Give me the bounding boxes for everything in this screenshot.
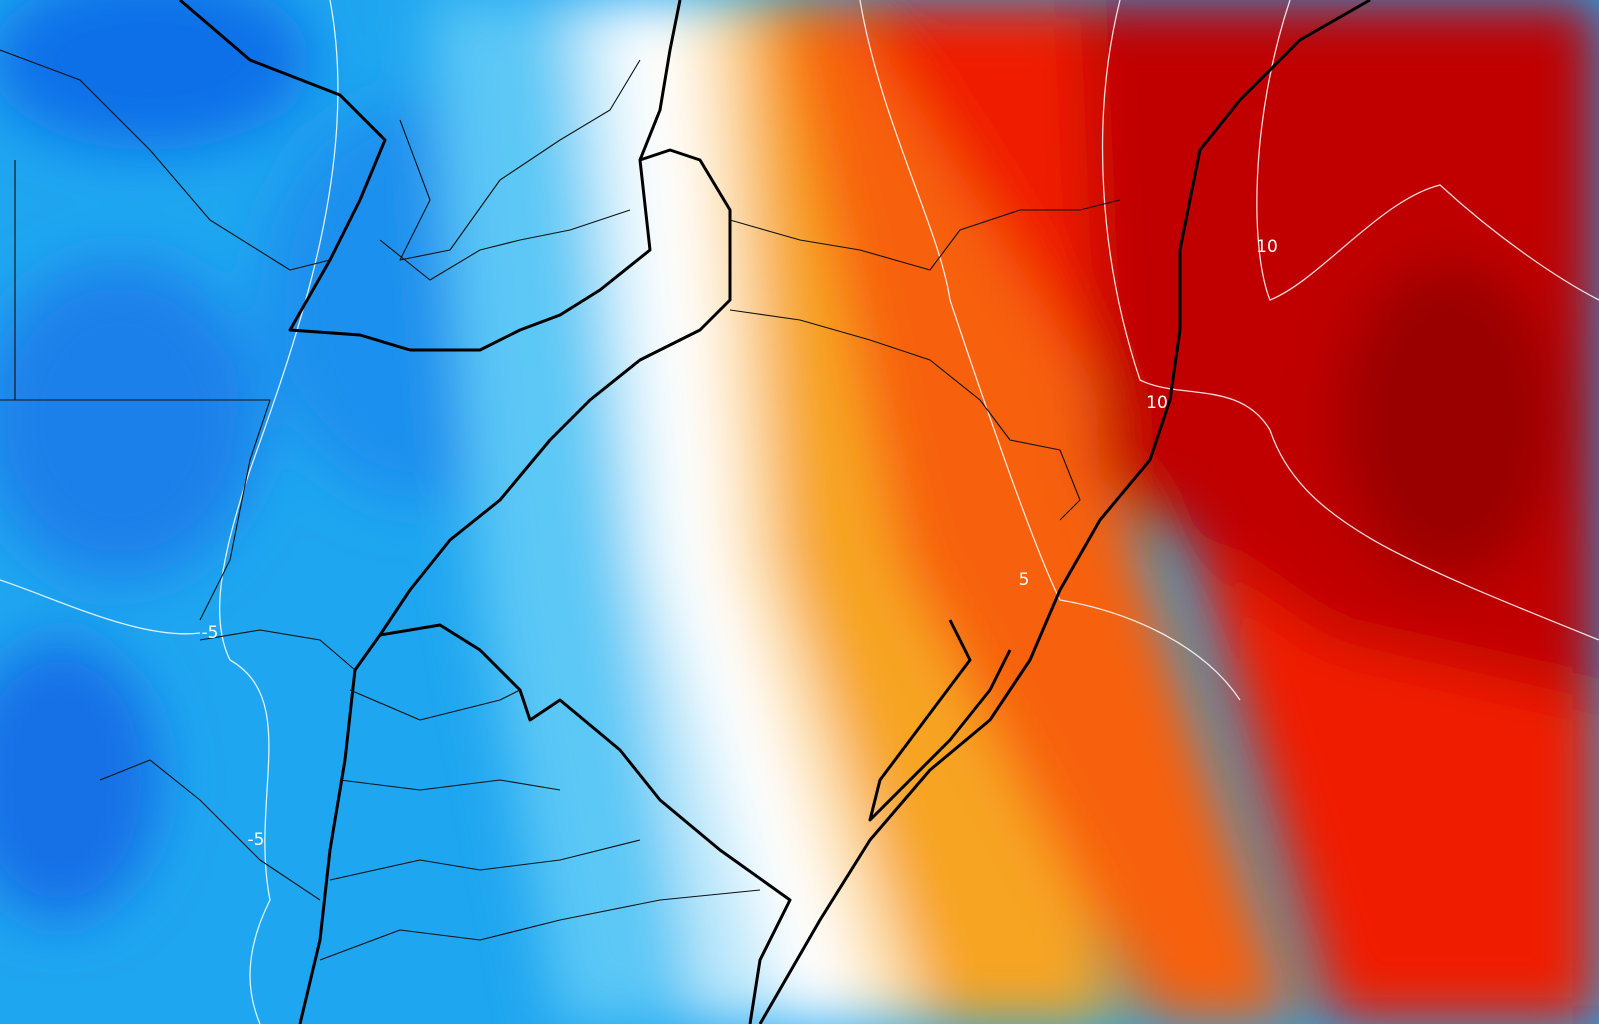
state-border [179, 0, 732, 1024]
province-border [0, 399, 271, 621]
contour-label: 10 [1256, 237, 1278, 257]
contour-line [218, 0, 339, 1024]
province-border [0, 49, 331, 271]
state-border [638, 0, 682, 161]
borders [0, 0, 1371, 1024]
contour-label: -5 [248, 830, 265, 850]
contour-label: 10 [1146, 393, 1168, 413]
country-border [379, 623, 792, 1024]
contour-line [0, 579, 201, 635]
contour-label: -5 [202, 623, 219, 643]
contour-label: 5 [1019, 570, 1030, 590]
contour-line [1256, 0, 1599, 301]
province-border [379, 209, 631, 281]
contour-line [1101, 0, 1599, 641]
lagoon [868, 619, 1012, 822]
state-border [729, 309, 1081, 521]
province-border [99, 629, 356, 901]
state-border [729, 199, 1121, 271]
province-border [399, 59, 641, 261]
contour-labels: 10 10 5 -5 -5 [202, 237, 1278, 850]
department-border [319, 689, 761, 961]
coastline [758, 0, 1371, 1024]
contour-line [859, 0, 1241, 701]
